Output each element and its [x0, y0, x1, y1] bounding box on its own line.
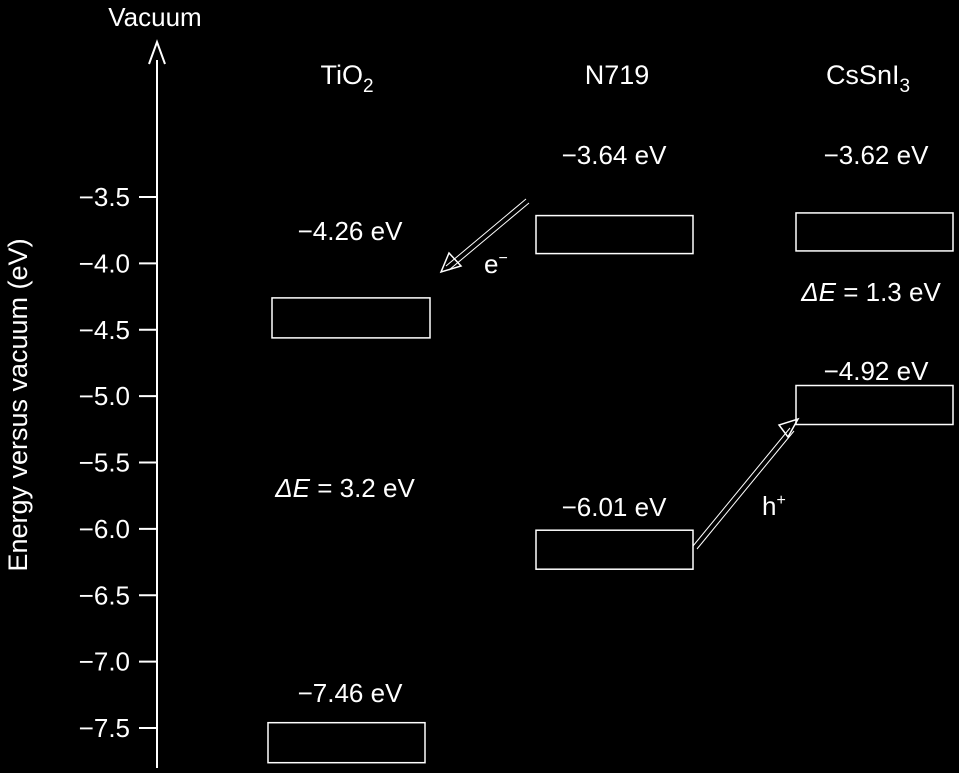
axis-ticks: −3.5 −4.0 −4.5 −5.0 −5.5 −6.0 −6.5 −7.0 −7.5	[79, 182, 157, 743]
axis-tick-label: −3.5	[79, 182, 130, 212]
electron-transfer-arrow: e−	[439, 198, 530, 279]
hole-arrow-line-b	[696, 430, 795, 550]
tio2-title: TiO2	[320, 60, 373, 97]
hole-label: h+	[762, 491, 786, 521]
cssni3-vb-label: −4.92 eV	[824, 356, 929, 386]
n719-column: N719 −3.64 eV −6.01 eV	[535, 60, 694, 570]
electron-arrow-line-b	[448, 202, 530, 271]
axis-tick-label: −4.0	[79, 248, 130, 278]
tio2-vb-label: −7.46 eV	[298, 678, 403, 708]
electron-label: e−	[484, 249, 508, 279]
axis-tick-label: −4.5	[79, 315, 130, 345]
cssni3-title: CsSnI3	[826, 60, 910, 97]
n719-homo-label: −6.01 eV	[562, 492, 667, 522]
tio2-valence-band	[267, 721, 426, 764]
tio2-cb-label: −4.26 eV	[298, 216, 403, 246]
cssni3-column: CsSnI3 −3.62 eV ΔE = 1.3 eV −4.92 eV	[795, 60, 954, 426]
hole-arrowhead	[777, 417, 800, 439]
energy-axis: Vacuum Energy versus vacuum (eV) −3.5 −4.…	[3, 2, 202, 768]
cssni3-valence-band	[795, 384, 954, 426]
cssni3-gap-label: ΔE = 1.3 eV	[800, 277, 941, 307]
n719-title: N719	[585, 60, 650, 90]
cssni3-conduction-band	[795, 212, 954, 252]
tio2-gap-label: ΔE = 3.2 eV	[274, 473, 415, 503]
n719-lumo-level	[535, 214, 694, 255]
electron-arrow-line-a	[445, 198, 527, 267]
hole-arrow-line-a	[692, 427, 791, 547]
vacuum-label: Vacuum	[108, 2, 201, 32]
n719-homo-level	[535, 529, 694, 570]
axis-tick-label: −6.0	[79, 514, 130, 544]
axis-tick-label: −7.5	[79, 713, 130, 743]
n719-lumo-label: −3.64 eV	[562, 140, 667, 170]
y-axis-label: Energy versus vacuum (eV)	[3, 238, 33, 571]
axis-tick-label: −6.5	[79, 580, 130, 610]
axis-tick-label: −5.0	[79, 381, 130, 411]
axis-tick-label: −7.0	[79, 647, 130, 677]
tio2-column: TiO2 −4.26 eV ΔE = 3.2 eV −7.46 eV	[267, 60, 431, 764]
axis-tick-label: −5.5	[79, 448, 130, 478]
cssni3-cb-label: −3.62 eV	[824, 140, 929, 170]
vacuum-arrowhead	[148, 39, 166, 65]
tio2-conduction-band	[271, 297, 431, 339]
electron-arrowhead	[439, 251, 463, 274]
hole-transfer-arrow: h+	[692, 417, 800, 550]
